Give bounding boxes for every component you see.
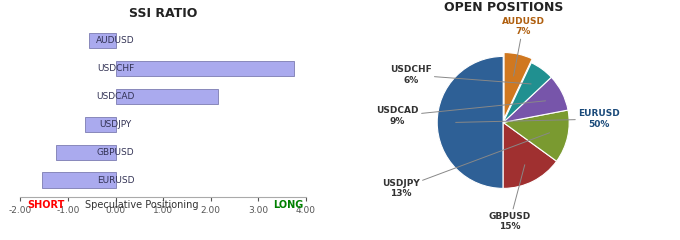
- Bar: [116, 89, 218, 104]
- Bar: [84, 117, 116, 132]
- Bar: [42, 172, 116, 188]
- Wedge shape: [503, 122, 557, 188]
- Text: LONG: LONG: [273, 200, 303, 210]
- Bar: [116, 61, 294, 76]
- Title: SSI RATIO: SSI RATIO: [129, 7, 197, 20]
- Title: OPEN POSITIONS: OPEN POSITIONS: [443, 1, 563, 14]
- Text: GBPUSD: GBPUSD: [97, 148, 135, 157]
- Wedge shape: [504, 53, 532, 119]
- Text: AUDUSD: AUDUSD: [97, 36, 135, 45]
- Bar: [56, 144, 116, 160]
- Text: EURUSD: EURUSD: [97, 176, 135, 185]
- Text: USDJPY
13%: USDJPY 13%: [382, 133, 549, 198]
- Text: USDCHF
6%: USDCHF 6%: [390, 65, 531, 84]
- Wedge shape: [503, 77, 568, 122]
- Text: EURUSD
50%: EURUSD 50%: [456, 109, 619, 129]
- Wedge shape: [437, 56, 503, 188]
- Text: USDJPY: USDJPY: [99, 120, 132, 129]
- Text: USDCAD: USDCAD: [97, 92, 135, 101]
- Text: GBPUSD
15%: GBPUSD 15%: [489, 165, 531, 231]
- Text: SHORT: SHORT: [28, 200, 65, 210]
- Text: AUDUSD
7%: AUDUSD 7%: [502, 17, 545, 76]
- Wedge shape: [503, 110, 569, 161]
- Text: USDCHF: USDCHF: [97, 64, 134, 73]
- Text: Speculative Positioning: Speculative Positioning: [85, 200, 199, 210]
- Text: USDCAD
9%: USDCAD 9%: [376, 101, 545, 126]
- Wedge shape: [503, 63, 551, 122]
- Bar: [89, 33, 116, 48]
